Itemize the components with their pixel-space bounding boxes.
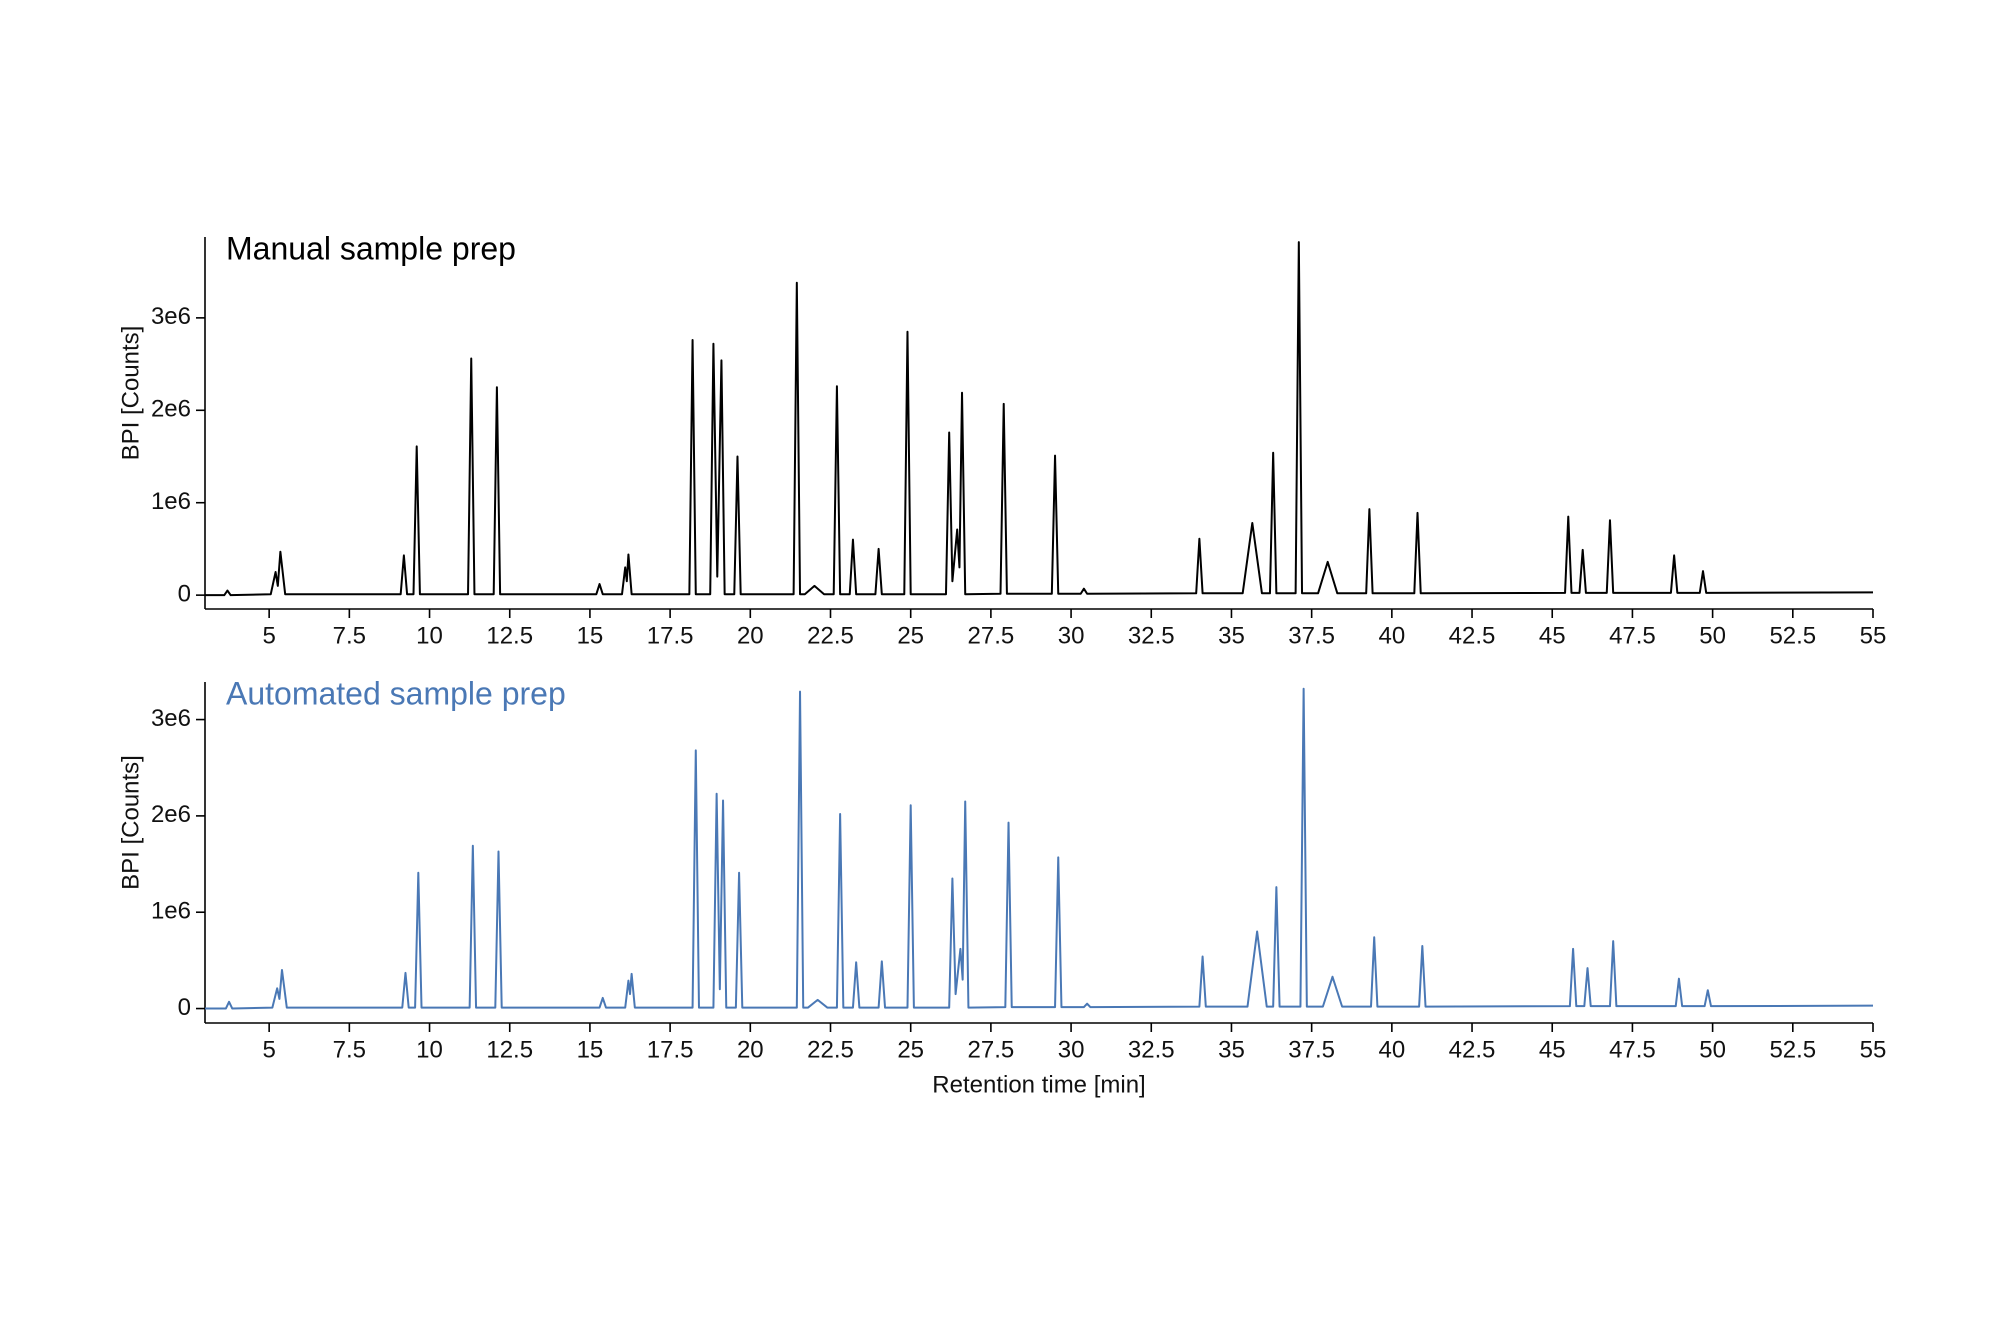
y-tick-label: 0 <box>178 580 191 607</box>
series-label: Automated sample prep <box>226 675 566 711</box>
x-tick-label: 12.5 <box>486 622 533 649</box>
y-axis-label: BPI [Counts] <box>117 755 144 890</box>
y-tick-label: 3e6 <box>151 705 191 732</box>
x-tick-label: 32.5 <box>1128 622 1175 649</box>
x-tick-label: 30 <box>1058 622 1085 649</box>
x-tick-label: 32.5 <box>1128 1036 1175 1063</box>
x-tick-label: 15 <box>577 622 604 649</box>
x-tick-label: 37.5 <box>1288 1036 1335 1063</box>
x-tick-label: 52.5 <box>1769 622 1816 649</box>
y-tick-label: 0 <box>178 994 191 1021</box>
x-tick-label: 55 <box>1860 622 1887 649</box>
x-tick-label: 52.5 <box>1769 1036 1816 1063</box>
x-tick-label: 20 <box>737 622 764 649</box>
x-tick-label: 47.5 <box>1609 622 1656 649</box>
x-tick-label: 17.5 <box>647 622 694 649</box>
x-tick-label: 45 <box>1539 622 1566 649</box>
x-tick-label: 5 <box>262 1036 275 1063</box>
x-axis-label: Retention time [min] <box>932 1071 1145 1098</box>
x-tick-label: 5 <box>262 622 275 649</box>
x-tick-label: 30 <box>1058 1036 1085 1063</box>
x-tick-label: 25 <box>897 1036 924 1063</box>
x-tick-label: 42.5 <box>1449 622 1496 649</box>
x-tick-label: 40 <box>1378 622 1405 649</box>
x-tick-label: 7.5 <box>333 1036 366 1063</box>
series-label: Manual sample prep <box>226 230 516 266</box>
chromatogram-line <box>205 687 1874 1010</box>
x-tick-label: 10 <box>416 1036 443 1063</box>
x-tick-label: 37.5 <box>1288 622 1335 649</box>
y-tick-label: 2e6 <box>151 396 191 423</box>
y-tick-label: 1e6 <box>151 488 191 515</box>
y-tick-label: 2e6 <box>151 801 191 828</box>
x-tick-label: 35 <box>1218 622 1245 649</box>
y-axis-label: BPI [Counts] <box>117 326 144 461</box>
x-tick-label: 50 <box>1699 1036 1726 1063</box>
x-tick-label: 7.5 <box>333 622 366 649</box>
x-tick-label: 22.5 <box>807 622 854 649</box>
x-tick-label: 50 <box>1699 622 1726 649</box>
x-tick-label: 27.5 <box>968 622 1015 649</box>
x-tick-label: 40 <box>1378 1036 1405 1063</box>
x-tick-label: 20 <box>737 1036 764 1063</box>
x-tick-label: 17.5 <box>647 1036 694 1063</box>
chromatogram-line <box>205 241 1874 597</box>
x-tick-label: 45 <box>1539 1036 1566 1063</box>
x-tick-label: 55 <box>1860 1036 1887 1063</box>
x-tick-label: 10 <box>416 622 443 649</box>
x-tick-label: 25 <box>897 622 924 649</box>
x-tick-label: 22.5 <box>807 1036 854 1063</box>
x-tick-label: 15 <box>577 1036 604 1063</box>
y-tick-label: 3e6 <box>151 303 191 330</box>
x-tick-label: 35 <box>1218 1036 1245 1063</box>
y-tick-label: 1e6 <box>151 898 191 925</box>
x-tick-label: 47.5 <box>1609 1036 1656 1063</box>
x-tick-label: 12.5 <box>486 1036 533 1063</box>
x-tick-label: 27.5 <box>968 1036 1015 1063</box>
x-tick-label: 42.5 <box>1449 1036 1496 1063</box>
